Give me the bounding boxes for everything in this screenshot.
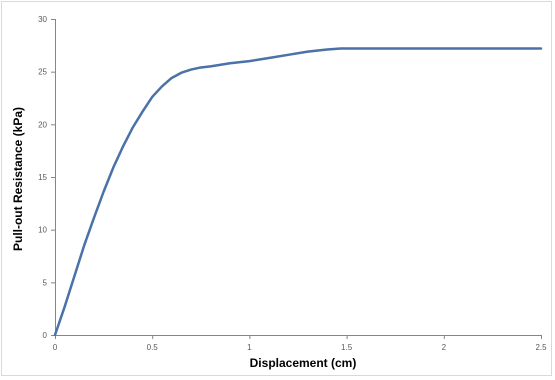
y-tick-label: 20 (38, 120, 47, 129)
line-chart: 0 5 10 15 20 25 30 0 0.5 1 1.5 2 2.5 Displacement (… (11, 15, 547, 370)
x-tick-label: 2.5 (535, 343, 547, 352)
axes (55, 19, 541, 336)
series-layer (53, 47, 543, 337)
y-tick-label: 30 (38, 15, 47, 24)
x-axis-title: Displacement (cm) (250, 356, 357, 370)
y-ticks: 0 5 10 15 20 25 30 (38, 15, 55, 340)
series-line (53, 47, 543, 337)
y-tick-label: 5 (43, 278, 48, 287)
x-tick-label: 2 (442, 343, 447, 352)
y-tick-label: 10 (38, 226, 47, 235)
x-ticks: 0 0.5 1 1.5 2 2.5 (53, 335, 547, 352)
x-tick-label: 1.5 (341, 343, 353, 352)
x-tick-label: 0 (53, 343, 58, 352)
x-tick-label: 0.5 (147, 343, 159, 352)
x-tick-label: 1 (247, 343, 252, 352)
y-tick-label: 25 (38, 68, 47, 77)
y-tick-label: 15 (38, 173, 47, 182)
y-tick-label: 0 (43, 331, 48, 340)
y-axis-title: Pull-out Resistance (kPa) (11, 107, 25, 251)
chart-frame: 0 5 10 15 20 25 30 0 0.5 1 1.5 2 2.5 Displacement (… (1, 1, 552, 376)
